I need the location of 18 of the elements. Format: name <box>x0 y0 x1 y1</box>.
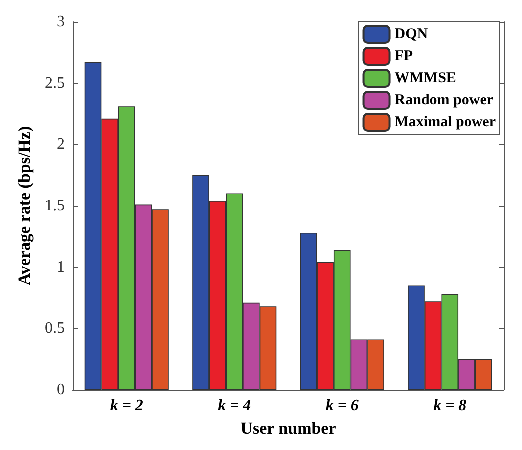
y-tick-label: 1 <box>57 258 65 276</box>
x-tick-label: k = 6 <box>326 398 359 414</box>
y-tick-label: 3 <box>57 14 65 30</box>
legend-label: DQN <box>394 26 428 42</box>
y-tick-label: 1.5 <box>45 198 65 214</box>
x-axis-title: User number <box>240 419 337 438</box>
y-tick-label: 0 <box>57 382 65 398</box>
legend-label: Maximal power <box>394 114 496 130</box>
legend-label: FP <box>394 48 414 64</box>
y-tick-label: 0.5 <box>45 320 65 338</box>
legend-label: Random power <box>394 92 494 108</box>
x-tick-label: k = 4 <box>218 398 252 414</box>
x-tick-label: k = 8 <box>434 398 467 414</box>
y-tick-label: 2 <box>57 136 65 154</box>
y-tick-label: 2.5 <box>45 74 65 92</box>
y-axis-title: Average rate (bps/Hz) <box>15 126 34 286</box>
legend-label: WMMSE <box>394 70 456 86</box>
x-tick-label: k = 2 <box>110 398 144 414</box>
